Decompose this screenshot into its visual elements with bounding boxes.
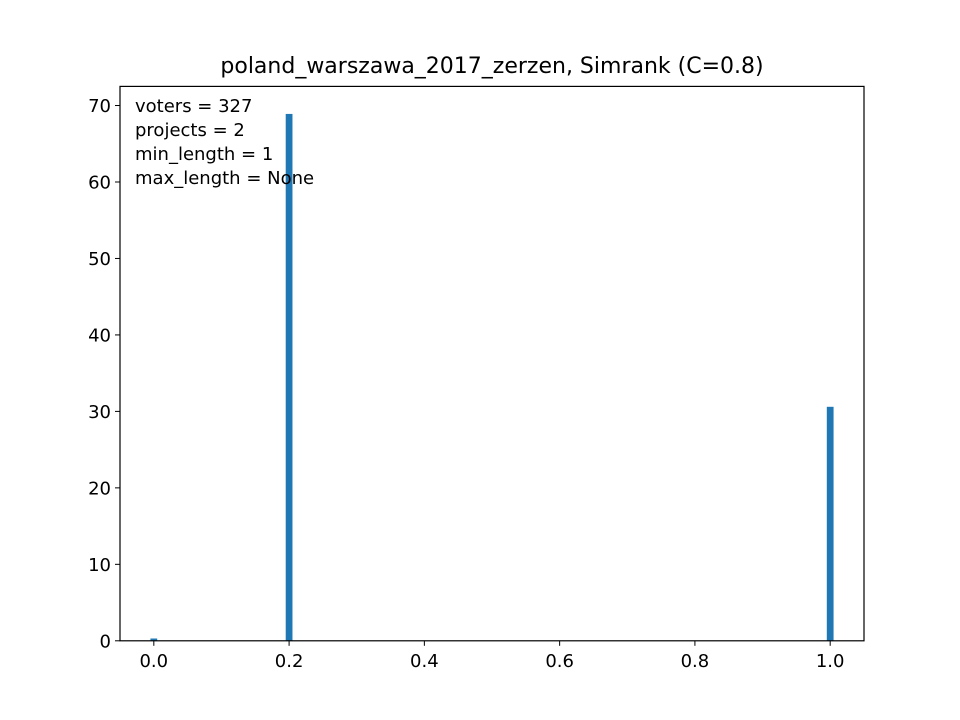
x-tick-label: 0.2 xyxy=(275,651,304,672)
y-tick-label: 20 xyxy=(88,478,111,499)
annotation-line: voters = 327 xyxy=(135,96,252,117)
x-tick-label: 0.8 xyxy=(681,651,710,672)
histogram-bar-1 xyxy=(285,113,293,641)
x-axis-ticks: 0.0 0.2 0.4 0.6 0.8 1.0 xyxy=(139,640,845,672)
plot-frame xyxy=(119,85,865,642)
y-axis-ticks: 0 10 20 30 40 50 60 70 xyxy=(88,96,120,652)
bars xyxy=(150,113,834,641)
y-tick-label: 0 xyxy=(100,631,111,652)
histogram-bar-2 xyxy=(826,406,834,641)
y-tick-label: 30 xyxy=(88,402,111,423)
histogram-bar-0 xyxy=(150,638,158,641)
y-tick-label: 70 xyxy=(88,96,111,117)
y-tick-label: 60 xyxy=(88,172,111,193)
annotation-line: projects = 2 xyxy=(135,120,245,141)
x-tick-label: 0.4 xyxy=(410,651,439,672)
annotation-line: max_length = None xyxy=(135,168,314,189)
x-tick-label: 0.6 xyxy=(545,651,574,672)
stats-annotation: voters = 327 projects = 2 min_length = 1 ma… xyxy=(135,96,314,189)
y-tick-label: 50 xyxy=(88,249,111,270)
y-tick-label: 40 xyxy=(88,325,111,346)
y-tick-label: 10 xyxy=(88,555,111,576)
annotation-line: min_length = 1 xyxy=(135,144,273,165)
x-tick-label: 0.0 xyxy=(139,651,168,672)
x-tick-label: 1.0 xyxy=(816,651,845,672)
chart-title: poland_warszawa_2017_zerzen, Simrank (C=… xyxy=(220,54,763,79)
